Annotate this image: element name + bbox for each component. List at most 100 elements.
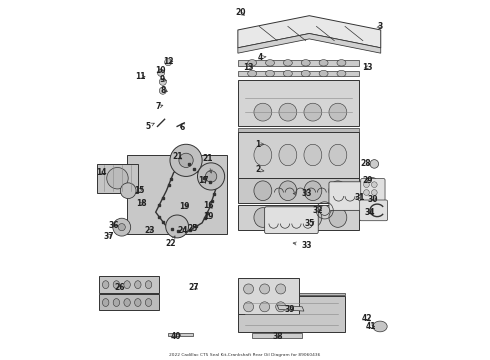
Ellipse shape: [329, 181, 347, 201]
Ellipse shape: [247, 60, 257, 66]
Polygon shape: [252, 333, 302, 338]
Circle shape: [304, 103, 322, 121]
Circle shape: [113, 218, 131, 236]
Text: 29: 29: [362, 176, 372, 185]
Text: 7: 7: [156, 102, 163, 111]
Circle shape: [166, 215, 189, 238]
Text: 2: 2: [255, 166, 264, 175]
Circle shape: [319, 205, 330, 215]
Ellipse shape: [135, 298, 141, 306]
Ellipse shape: [367, 177, 377, 184]
Text: 24: 24: [177, 225, 188, 234]
Polygon shape: [127, 155, 227, 234]
Text: 9: 9: [160, 76, 167, 85]
Polygon shape: [238, 132, 359, 178]
Text: 23: 23: [144, 226, 154, 235]
Ellipse shape: [337, 70, 346, 77]
Ellipse shape: [329, 144, 347, 166]
Circle shape: [279, 103, 297, 121]
Circle shape: [370, 159, 379, 168]
Polygon shape: [277, 305, 304, 311]
Text: 21: 21: [202, 154, 213, 173]
Circle shape: [329, 103, 347, 121]
Ellipse shape: [247, 70, 257, 77]
Circle shape: [165, 59, 172, 66]
Text: 18: 18: [136, 199, 147, 208]
Ellipse shape: [304, 208, 322, 227]
Polygon shape: [238, 33, 381, 53]
Polygon shape: [238, 205, 359, 230]
Circle shape: [244, 284, 253, 294]
Polygon shape: [238, 71, 359, 76]
Ellipse shape: [102, 281, 109, 289]
Ellipse shape: [304, 181, 322, 201]
Text: 42: 42: [361, 314, 372, 323]
Circle shape: [254, 103, 272, 121]
Text: 32: 32: [313, 206, 323, 215]
Text: 39: 39: [284, 305, 295, 314]
Polygon shape: [168, 333, 193, 337]
Text: 37: 37: [103, 232, 114, 241]
Circle shape: [157, 69, 165, 76]
Circle shape: [364, 190, 369, 195]
Text: 35: 35: [305, 219, 315, 228]
Circle shape: [107, 167, 128, 189]
Text: 20: 20: [236, 8, 246, 17]
Circle shape: [170, 144, 202, 176]
Circle shape: [364, 182, 369, 188]
Circle shape: [205, 171, 217, 182]
Polygon shape: [238, 128, 359, 132]
Circle shape: [371, 190, 377, 195]
Text: 12: 12: [163, 57, 173, 66]
Ellipse shape: [266, 60, 274, 66]
Text: 34: 34: [364, 208, 374, 217]
Ellipse shape: [124, 298, 130, 306]
Text: 30: 30: [368, 195, 378, 204]
Text: 26: 26: [115, 283, 125, 292]
FancyBboxPatch shape: [360, 200, 388, 221]
Text: 17: 17: [198, 176, 209, 185]
Text: 15: 15: [134, 185, 145, 194]
Circle shape: [197, 163, 224, 190]
Ellipse shape: [266, 70, 274, 77]
Ellipse shape: [283, 60, 293, 66]
Ellipse shape: [254, 208, 272, 227]
Text: 38: 38: [272, 332, 283, 341]
Text: 6: 6: [179, 123, 184, 132]
Ellipse shape: [301, 70, 310, 77]
Polygon shape: [238, 16, 381, 48]
Polygon shape: [98, 276, 159, 293]
Ellipse shape: [283, 70, 293, 77]
Text: 25: 25: [187, 224, 197, 233]
Polygon shape: [238, 60, 359, 66]
Text: 10: 10: [155, 66, 166, 75]
Circle shape: [371, 182, 377, 188]
Text: 36: 36: [108, 221, 119, 230]
Ellipse shape: [102, 298, 109, 306]
Text: 27: 27: [189, 283, 199, 292]
Text: 41: 41: [366, 322, 376, 331]
Text: 11: 11: [135, 72, 146, 81]
Text: 19: 19: [179, 202, 190, 211]
Ellipse shape: [373, 321, 387, 332]
Circle shape: [276, 302, 286, 312]
Text: 5: 5: [145, 122, 154, 131]
Ellipse shape: [301, 60, 310, 66]
Text: 19: 19: [203, 212, 214, 221]
Circle shape: [260, 302, 270, 312]
Ellipse shape: [254, 181, 272, 201]
Ellipse shape: [329, 208, 347, 227]
Polygon shape: [238, 178, 359, 203]
Circle shape: [118, 224, 125, 231]
Text: 22: 22: [166, 236, 176, 248]
Ellipse shape: [124, 281, 130, 289]
Ellipse shape: [304, 144, 322, 166]
Polygon shape: [98, 294, 159, 310]
Circle shape: [244, 302, 253, 312]
Text: 3: 3: [377, 22, 382, 31]
Circle shape: [121, 183, 136, 199]
Polygon shape: [238, 278, 298, 314]
Ellipse shape: [146, 298, 152, 306]
Ellipse shape: [319, 70, 328, 77]
Text: 13: 13: [362, 63, 372, 72]
